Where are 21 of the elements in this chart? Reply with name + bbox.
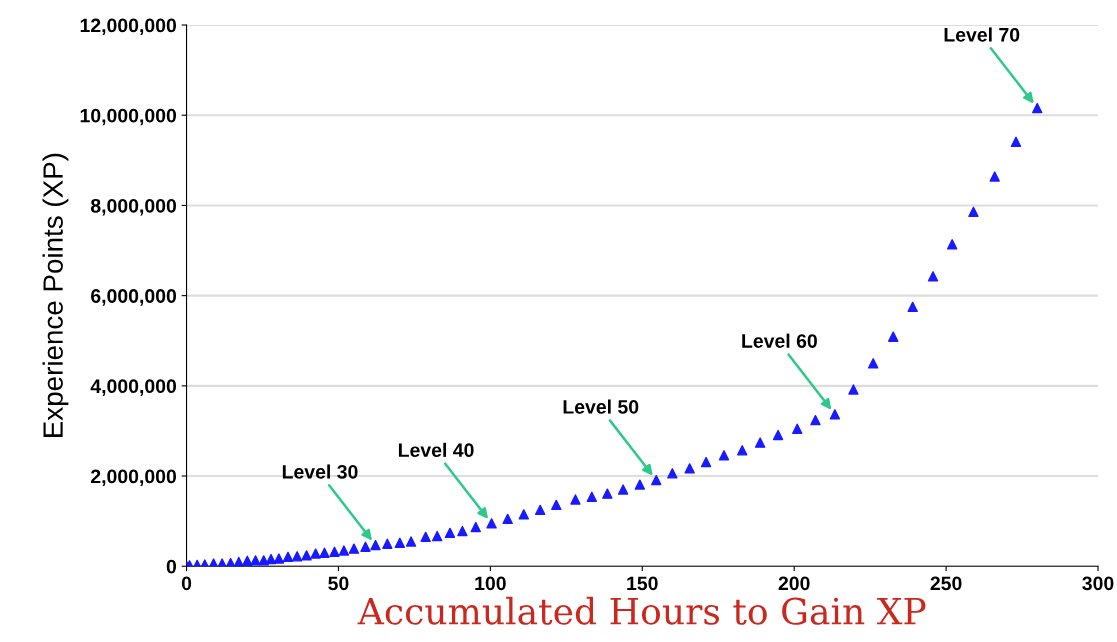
x-tick-label: 50	[328, 576, 349, 591]
x-tick-label: 0	[181, 576, 192, 591]
annotation: Level 50	[563, 399, 639, 414]
y-tick-label: 12,000,000	[80, 18, 177, 36]
y-tick-label: 4,000,000	[90, 379, 177, 396]
x-tick-label: 200	[778, 576, 810, 591]
y-tick-label: 10,000,000	[80, 108, 177, 126]
x-tick-label: 100	[475, 576, 506, 591]
annotation: Level 70	[944, 27, 1020, 42]
x-axis-title: Accumulated Hours to Gain XP	[357, 596, 926, 625]
x-tick-label: 150	[627, 576, 658, 591]
x-tick-label: 250	[930, 576, 962, 591]
y-tick-label: 6,000,000	[91, 289, 177, 306]
y-axis-title: Experience Points (XP)	[42, 153, 69, 437]
y-tick-label: 8,000,000	[90, 198, 177, 216]
annotation: Level 30	[282, 464, 358, 479]
x-tick-label: 300	[1082, 576, 1114, 591]
y-tick-label: 0	[166, 559, 177, 574]
annotation: Level 40	[398, 442, 474, 458]
annotation: Level 60	[742, 333, 817, 348]
y-tick-label: 2,000,000	[91, 469, 177, 487]
